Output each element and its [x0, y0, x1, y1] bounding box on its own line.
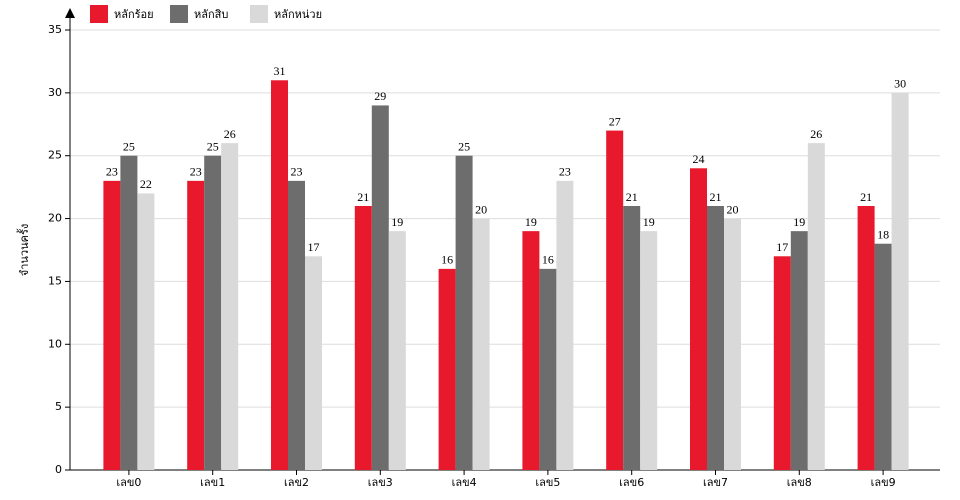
- bar: [874, 243, 892, 470]
- bar: [472, 218, 490, 470]
- legend-swatch: [250, 5, 268, 23]
- value-label: 21: [710, 190, 722, 204]
- value-label: 16: [542, 253, 554, 267]
- bar: [204, 155, 222, 470]
- bar: [438, 268, 456, 470]
- bar: [305, 256, 322, 470]
- x-tick-label: เลข0: [116, 476, 141, 489]
- value-label: 22: [140, 177, 152, 191]
- bar: [690, 168, 707, 471]
- value-label: 29: [374, 89, 386, 103]
- x-tick-label: เลข9: [871, 476, 896, 489]
- axis-arrow: [65, 8, 75, 18]
- value-label: 16: [441, 253, 453, 267]
- value-label: 19: [643, 215, 655, 229]
- x-tick-label: เลข6: [619, 476, 644, 489]
- value-label: 23: [190, 165, 202, 179]
- value-label: 20: [727, 202, 739, 216]
- value-label: 19: [793, 215, 805, 229]
- value-label: 25: [123, 139, 135, 153]
- value-label: 19: [525, 215, 537, 229]
- bar: [623, 206, 641, 470]
- value-label: 26: [224, 127, 236, 141]
- legend-label: หลักหน่วย: [274, 8, 322, 21]
- value-label: 21: [860, 190, 872, 204]
- y-tick-label: 15: [48, 274, 62, 287]
- value-label: 20: [475, 202, 487, 216]
- legend-swatch: [170, 5, 188, 23]
- x-tick-label: เลข4: [452, 476, 477, 489]
- bar: [857, 206, 875, 470]
- bar: [288, 180, 305, 470]
- value-label: 23: [106, 165, 118, 179]
- value-label: 23: [559, 165, 571, 179]
- value-label: 21: [357, 190, 369, 204]
- value-label: 23: [291, 165, 303, 179]
- bar: [271, 80, 288, 471]
- value-label: 30: [894, 77, 906, 91]
- y-tick-label: 20: [48, 212, 62, 225]
- x-tick-label: เลข3: [368, 476, 393, 489]
- bar: [773, 256, 791, 470]
- value-label: 25: [458, 139, 470, 153]
- value-label: 21: [626, 190, 638, 204]
- bar: [539, 268, 557, 470]
- y-tick-label: 25: [48, 149, 62, 162]
- x-tick-label: เลข5: [535, 476, 560, 489]
- bar: [455, 155, 473, 470]
- x-tick-label: เลข8: [787, 476, 812, 489]
- bar: [891, 92, 909, 470]
- legend-label: หลักร้อย: [114, 8, 154, 21]
- bar: [707, 206, 724, 470]
- y-tick-label: 30: [48, 86, 62, 99]
- value-label: 19: [391, 215, 403, 229]
- y-tick-label: 35: [48, 23, 62, 36]
- legend-label: หลักสิบ: [194, 8, 228, 21]
- bar: [221, 143, 239, 470]
- value-label: 24: [693, 152, 705, 166]
- value-label: 31: [274, 64, 286, 78]
- value-label: 27: [609, 114, 621, 128]
- x-tick-label: เลข7: [703, 476, 728, 489]
- value-label: 25: [207, 139, 219, 153]
- bar: [388, 231, 406, 470]
- bar: [354, 206, 372, 470]
- bar: [522, 231, 540, 470]
- bar: [790, 231, 808, 470]
- bar: [371, 105, 389, 470]
- y-tick-label: 5: [55, 400, 62, 413]
- bar: [556, 180, 574, 470]
- y-tick-label: 10: [48, 337, 62, 350]
- value-label: 18: [877, 227, 889, 241]
- y-tick-label: 0: [55, 463, 62, 476]
- bar: [606, 130, 624, 471]
- bar: [807, 143, 825, 470]
- bar: [120, 155, 138, 470]
- bar: [137, 193, 155, 470]
- bar: [103, 180, 121, 470]
- y-axis-label: จำนวนครั้ง: [16, 224, 31, 276]
- bar: [187, 180, 205, 470]
- bar: [640, 231, 658, 470]
- value-label: 17: [308, 240, 320, 254]
- x-tick-label: เลข2: [284, 476, 309, 489]
- value-label: 26: [810, 127, 822, 141]
- legend-swatch: [90, 5, 108, 23]
- value-label: 17: [776, 240, 788, 254]
- bar: [724, 218, 741, 470]
- x-tick-label: เลข1: [200, 476, 225, 489]
